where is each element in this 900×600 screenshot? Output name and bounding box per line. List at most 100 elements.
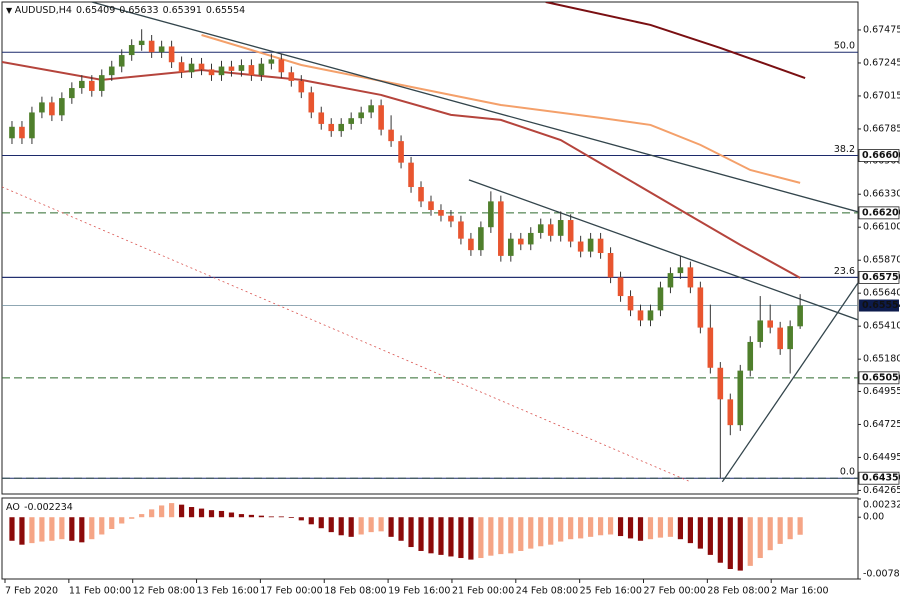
indicator-bar bbox=[757, 517, 763, 559]
indicator-bar bbox=[29, 517, 35, 544]
candle-body bbox=[258, 63, 265, 76]
candle-body bbox=[318, 112, 325, 124]
indicator-bar bbox=[797, 517, 803, 535]
moving-average bbox=[2, 60, 801, 279]
x-tick-label: 24 Feb 08:00 bbox=[516, 586, 578, 597]
level-label-box bbox=[858, 371, 900, 385]
candle-body bbox=[458, 221, 464, 239]
indicator-bar bbox=[208, 510, 215, 518]
current-price-box bbox=[859, 299, 899, 312]
indicator-bar bbox=[328, 517, 334, 533]
indicator-tick-label: 0.00 bbox=[863, 512, 884, 523]
indicator-bar bbox=[39, 517, 45, 542]
indicator-bar bbox=[637, 517, 644, 541]
indicator-bar bbox=[617, 517, 624, 537]
candle-body bbox=[667, 273, 674, 288]
candle-body bbox=[498, 201, 504, 256]
candle-body bbox=[358, 112, 364, 119]
indicator-bar bbox=[588, 517, 594, 537]
candle-body bbox=[587, 238, 594, 252]
fib-label: 0.0 bbox=[840, 467, 855, 478]
level-label-box bbox=[858, 471, 900, 485]
x-tick-label: 18 Feb 08:00 bbox=[324, 586, 386, 597]
indicator-bar bbox=[578, 517, 584, 539]
indicator-bar bbox=[49, 517, 55, 541]
indicator-bar bbox=[358, 517, 364, 535]
indicator-bar bbox=[767, 517, 773, 551]
y-tick-label: 0.66330 bbox=[863, 189, 900, 200]
indicator-bar bbox=[228, 512, 235, 518]
candle-body bbox=[268, 59, 275, 64]
current-price-label: 0.65554 bbox=[862, 300, 900, 311]
axes: 0.674750.672450.670150.667850.665600.663… bbox=[4, 24, 900, 597]
chart-header: ▼ AUDUSD,H4 0.65409 0.65633 0.65391 0.65554 bbox=[6, 5, 245, 16]
candle-body bbox=[508, 238, 514, 256]
candle-body bbox=[787, 326, 793, 350]
candle-body bbox=[88, 80, 95, 91]
indicator-bar bbox=[538, 517, 544, 547]
x-tick-label: 17 Feb 00:00 bbox=[260, 586, 322, 597]
indicator-bar bbox=[378, 517, 384, 532]
indicator-plot bbox=[9, 503, 803, 571]
candle-body bbox=[398, 141, 404, 163]
indicator-bar bbox=[458, 517, 464, 559]
candle-body bbox=[168, 46, 175, 63]
y-tick-label: 0.64725 bbox=[863, 419, 900, 430]
indicator-bar bbox=[478, 517, 484, 559]
candle-body bbox=[19, 126, 25, 139]
indicator-bar bbox=[169, 503, 175, 518]
indicator-bar bbox=[159, 505, 165, 518]
indicator-bar bbox=[667, 517, 674, 537]
candle-body bbox=[697, 287, 704, 328]
candle-body bbox=[29, 112, 35, 139]
candle-body bbox=[547, 224, 554, 236]
x-tick-label: 11 Feb 00:00 bbox=[69, 586, 131, 597]
candle-body bbox=[717, 367, 724, 400]
level-label-box bbox=[858, 206, 900, 220]
high-value: 0.65633 bbox=[119, 5, 158, 16]
indicator-value: -0.002234 bbox=[24, 502, 73, 513]
indicator-bar bbox=[438, 517, 444, 555]
indicator-bar bbox=[448, 517, 454, 557]
indicator-bar bbox=[298, 517, 304, 521]
candle-body bbox=[567, 220, 574, 242]
x-tick-label: 12 Feb 08:00 bbox=[133, 586, 195, 597]
candle-body bbox=[777, 327, 783, 350]
indicator-bar bbox=[278, 516, 284, 518]
x-tick-label: 2 Mar 16:00 bbox=[771, 586, 828, 597]
y-tick-label: 0.66785 bbox=[863, 123, 900, 134]
candle-body bbox=[557, 220, 564, 236]
y-tick-label: 0.67475 bbox=[863, 24, 900, 35]
candle-body bbox=[128, 45, 135, 56]
fib-label: 23.6 bbox=[834, 266, 855, 277]
fib-label: 50.0 bbox=[834, 41, 855, 52]
y-tick-label: 0.67015 bbox=[863, 90, 900, 101]
indicator-bar bbox=[248, 514, 255, 518]
indicator-bar bbox=[129, 517, 135, 519]
indicator-bar bbox=[657, 517, 664, 538]
candle-body bbox=[627, 296, 634, 311]
indicator-bar bbox=[388, 517, 394, 537]
candle-body bbox=[747, 341, 754, 371]
trendline bbox=[721, 282, 858, 483]
indicator-bar bbox=[69, 517, 75, 541]
level-label-box bbox=[858, 271, 900, 284]
x-tick-label: 28 Feb 08:00 bbox=[707, 586, 769, 597]
candle-body bbox=[39, 102, 45, 113]
candle-body bbox=[308, 92, 315, 113]
indicator-bar bbox=[508, 517, 514, 554]
indicator-bar bbox=[607, 517, 614, 535]
main-plot: 50.0 38.2 23.6 0.0 bbox=[2, 2, 858, 483]
indicator-bar bbox=[468, 517, 474, 560]
indicator-bar bbox=[238, 514, 245, 518]
candle-body bbox=[338, 123, 345, 132]
indicator-bar bbox=[308, 517, 314, 525]
candle-body bbox=[79, 80, 85, 89]
candle-body bbox=[218, 66, 225, 76]
x-tick-label: 13 Feb 16:00 bbox=[197, 586, 259, 597]
indicator-bar bbox=[568, 517, 574, 540]
indicator-bar bbox=[707, 517, 713, 555]
x-tick-label: 27 Feb 00:00 bbox=[644, 586, 706, 597]
